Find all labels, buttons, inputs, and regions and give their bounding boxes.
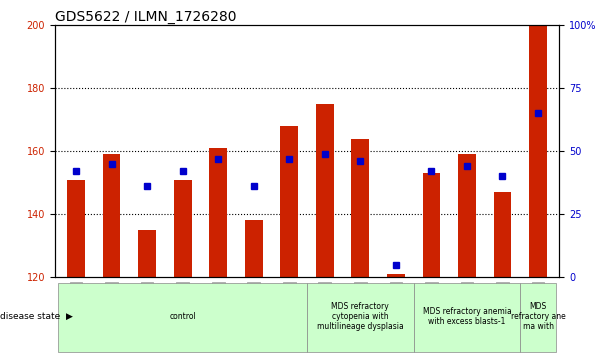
FancyBboxPatch shape [520,282,556,352]
Bar [529,25,547,277]
Bar [387,274,405,277]
FancyBboxPatch shape [307,282,413,352]
Bar [280,126,298,277]
Bar [351,139,369,277]
Bar [316,104,334,277]
Bar [494,192,511,277]
Text: control: control [169,312,196,321]
Text: MDS refractory anemia
with excess blasts-1: MDS refractory anemia with excess blasts… [423,307,511,326]
Bar [174,180,192,277]
Text: MDS
refractory ane
ma with: MDS refractory ane ma with [511,302,565,331]
Bar [103,154,120,277]
Bar [458,154,476,277]
Text: GDS5622 / ILMN_1726280: GDS5622 / ILMN_1726280 [55,11,237,24]
Bar [209,148,227,277]
Text: disease state  ▶: disease state ▶ [0,312,73,321]
FancyBboxPatch shape [58,282,307,352]
Bar [245,220,263,277]
FancyBboxPatch shape [413,282,520,352]
Text: MDS refractory
cytopenia with
multilineage dysplasia: MDS refractory cytopenia with multilinea… [317,302,404,331]
Bar [67,180,85,277]
Bar [138,230,156,277]
Bar [423,173,440,277]
